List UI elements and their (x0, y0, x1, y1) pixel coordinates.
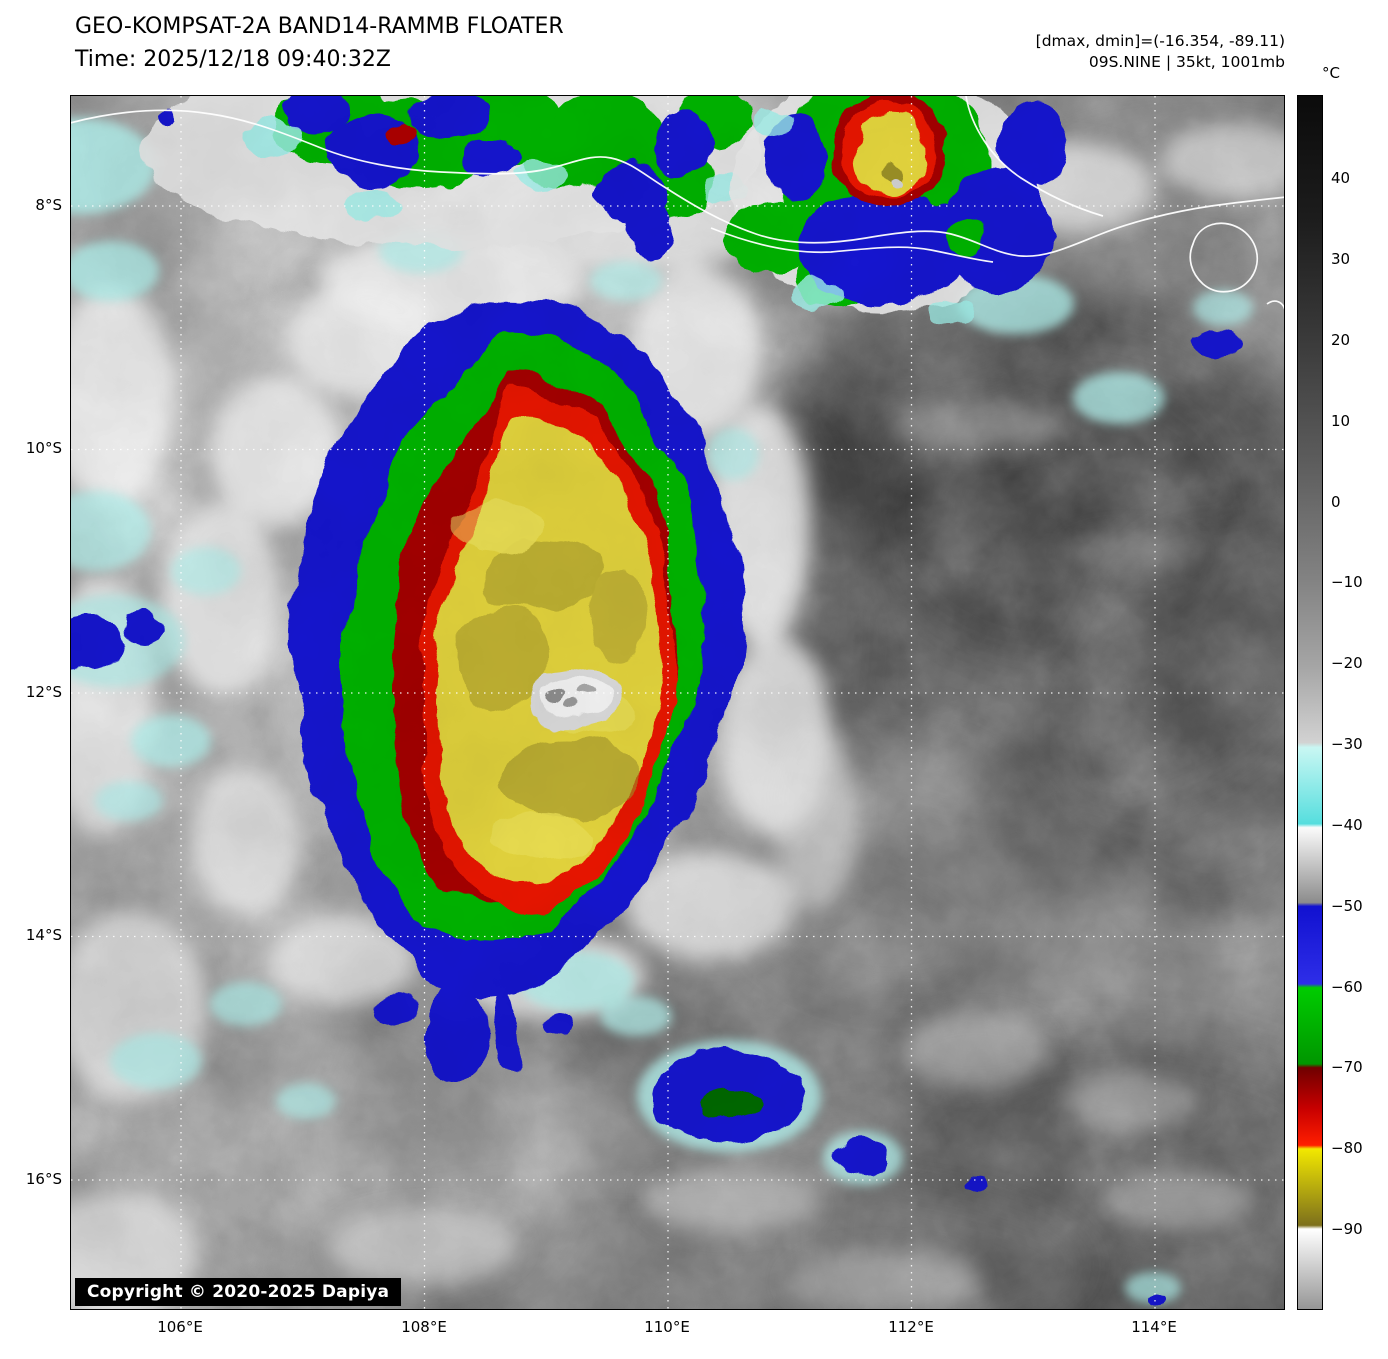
colorbar-tick-label: 40 (1331, 169, 1351, 187)
dmax-dmin-readout: [dmax, dmin]=(-16.354, -89.11) (1035, 32, 1285, 50)
colorbar-tick-label: 20 (1331, 331, 1351, 349)
header-readouts: [dmax, dmin]=(-16.354, -89.11) 09S.NINE … (1036, 31, 1285, 73)
lon-label: 108°E (401, 1318, 447, 1336)
lon-label: 114°E (1131, 1318, 1177, 1336)
colorbar-unit-label: °C (1322, 64, 1340, 82)
timestamp: Time: 2025/12/18 09:40:32Z (75, 47, 391, 72)
storm-info: 09S.NINE | 35kt, 1001mb (1088, 53, 1285, 71)
colorbar-tick-label: 10 (1331, 412, 1351, 430)
colorbar-tick-label: 30 (1331, 250, 1351, 268)
colorbar-tick-label: 0 (1331, 493, 1341, 511)
colorbar-ticks: 40 30 20 10 0 −10 −20 −30 −40 −50 −60 −70 −80 −90 (1331, 0, 1385, 1359)
lon-label: 112°E (888, 1318, 934, 1336)
lat-label: 10°S (25, 439, 62, 457)
lon-label: 106°E (157, 1318, 203, 1336)
copyright-badge: Copyright © 2020-2025 Dapiya (75, 1278, 402, 1306)
colorbar-tick-label: −70 (1331, 1058, 1363, 1076)
lat-label: 14°S (25, 926, 62, 944)
colorbar (1297, 95, 1323, 1310)
coastline (71, 96, 1284, 310)
colorbar-tick-label: −20 (1331, 654, 1363, 672)
colorbar-tick-label: −50 (1331, 897, 1363, 915)
lon-label: 110°E (644, 1318, 690, 1336)
product-title: GEO-KOMPSAT-2A BAND14-RAMMB FLOATER (75, 14, 564, 39)
lat-label: 16°S (25, 1170, 62, 1188)
colorbar-tick-label: −90 (1331, 1220, 1363, 1238)
colorbar-tick-label: −10 (1331, 573, 1363, 591)
texture-grain-overlay (71, 96, 1284, 1309)
colorbar-tick-label: −40 (1331, 816, 1363, 834)
colorbar-tick-label: −80 (1331, 1139, 1363, 1157)
colorbar-tick-label: −60 (1331, 978, 1363, 996)
lat-label: 12°S (25, 683, 62, 701)
lat-label: 8°S (35, 196, 62, 214)
satellite-image (71, 96, 1284, 1309)
colorbar-tick-label: −30 (1331, 735, 1363, 753)
map-frame: Copyright © 2020-2025 Dapiya (70, 95, 1285, 1310)
